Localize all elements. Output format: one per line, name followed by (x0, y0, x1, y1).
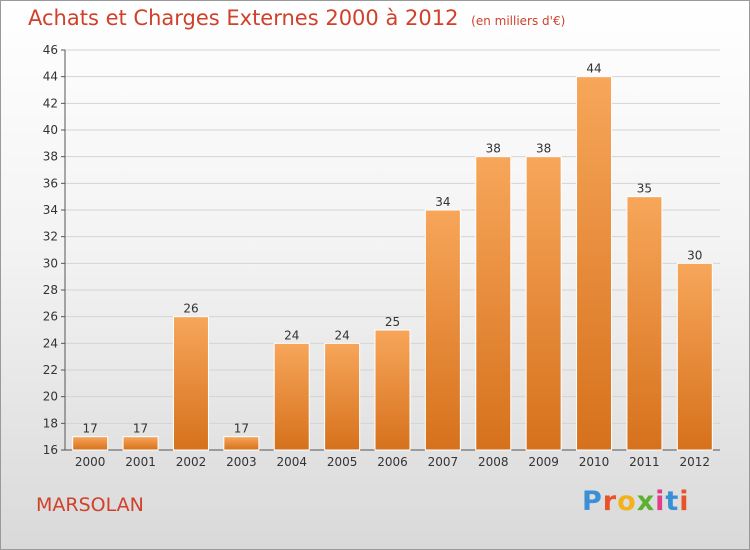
logo-letter: P (582, 486, 603, 517)
y-tick-label: 16 (43, 443, 58, 457)
y-tick-label: 26 (43, 310, 58, 324)
place-name: MARSOLAN (36, 494, 144, 516)
y-tick-label: 24 (43, 336, 58, 350)
data-label-2000: 17 (83, 422, 98, 436)
x-tick-label: 2000 (75, 455, 106, 469)
data-label-2007: 34 (435, 195, 450, 209)
y-tick-label: 28 (43, 283, 58, 297)
x-tick-label: 2007 (428, 455, 459, 469)
data-label-2004: 24 (284, 328, 299, 342)
bar-2003 (223, 436, 260, 451)
bar-2002 (172, 316, 209, 451)
x-tick-label: 2005 (327, 455, 358, 469)
data-label-2002: 26 (183, 302, 198, 316)
x-tick-label: 2003 (226, 455, 257, 469)
data-label-2001: 17 (133, 422, 148, 436)
chart-title-block: Achats et Charges Externes 2000 à 2012 (… (28, 6, 565, 30)
y-tick-label: 38 (43, 150, 58, 164)
x-tick-label: 2001 (125, 455, 156, 469)
bar-2007 (424, 209, 461, 451)
y-tick-label: 18 (43, 416, 58, 430)
bar-2006 (374, 329, 411, 451)
y-tick-label: 44 (43, 70, 58, 84)
bar-2012 (676, 262, 713, 451)
data-label-2003: 17 (234, 422, 249, 436)
data-label-2005: 24 (334, 328, 349, 342)
y-tick-label: 36 (43, 176, 58, 190)
y-tick-label: 32 (43, 230, 58, 244)
x-tick-label: 2009 (528, 455, 559, 469)
y-tick-label: 34 (43, 203, 58, 217)
bar-2009 (525, 156, 562, 451)
data-label-2006: 25 (385, 315, 400, 329)
data-label-2010: 44 (586, 62, 601, 76)
y-tick-label: 20 (43, 390, 58, 404)
logo-letter: x (636, 486, 656, 517)
x-tick-label: 2008 (478, 455, 509, 469)
data-label-2012: 30 (687, 248, 702, 262)
chart-title: Achats et Charges Externes 2000 à 2012 (28, 6, 459, 30)
bars (72, 76, 713, 451)
x-tick-label: 2006 (377, 455, 408, 469)
y-tick-label: 30 (43, 256, 58, 270)
labels: 16 18 20 22 24 26 28 30 32 34 36 38 40 42 44 46 17 2000 17… (43, 43, 710, 469)
bar-2010 (576, 76, 613, 451)
x-tick-label: 2011 (629, 455, 660, 469)
x-tick-label: 2002 (176, 455, 207, 469)
data-label-2008: 38 (486, 142, 501, 156)
x-tick-label: 2004 (276, 455, 307, 469)
bar-2001 (122, 436, 159, 451)
proxiti-logo: Proxiti (582, 486, 690, 517)
x-tick-label: 2010 (579, 455, 610, 469)
bar-2005 (324, 342, 361, 451)
bar-2004 (273, 342, 310, 451)
logo-letter: i (655, 486, 666, 517)
bar-2008 (475, 156, 512, 451)
y-tick-label: 46 (43, 43, 58, 57)
y-tick-label: 22 (43, 363, 58, 377)
logo-letter: i (679, 486, 690, 517)
chart-subtitle: (en milliers d'€) (471, 14, 566, 28)
logo-letter: t (665, 486, 680, 517)
data-label-2009: 38 (536, 142, 551, 156)
y-tick-label: 40 (43, 123, 58, 137)
x-tick-label: 2012 (680, 455, 711, 469)
logo-letter: o (617, 486, 637, 517)
bar-2011 (626, 196, 663, 451)
y-tick-label: 42 (43, 96, 58, 110)
data-label-2011: 35 (637, 182, 652, 196)
bar-2000 (72, 436, 109, 451)
logo-letter: r (602, 486, 618, 517)
